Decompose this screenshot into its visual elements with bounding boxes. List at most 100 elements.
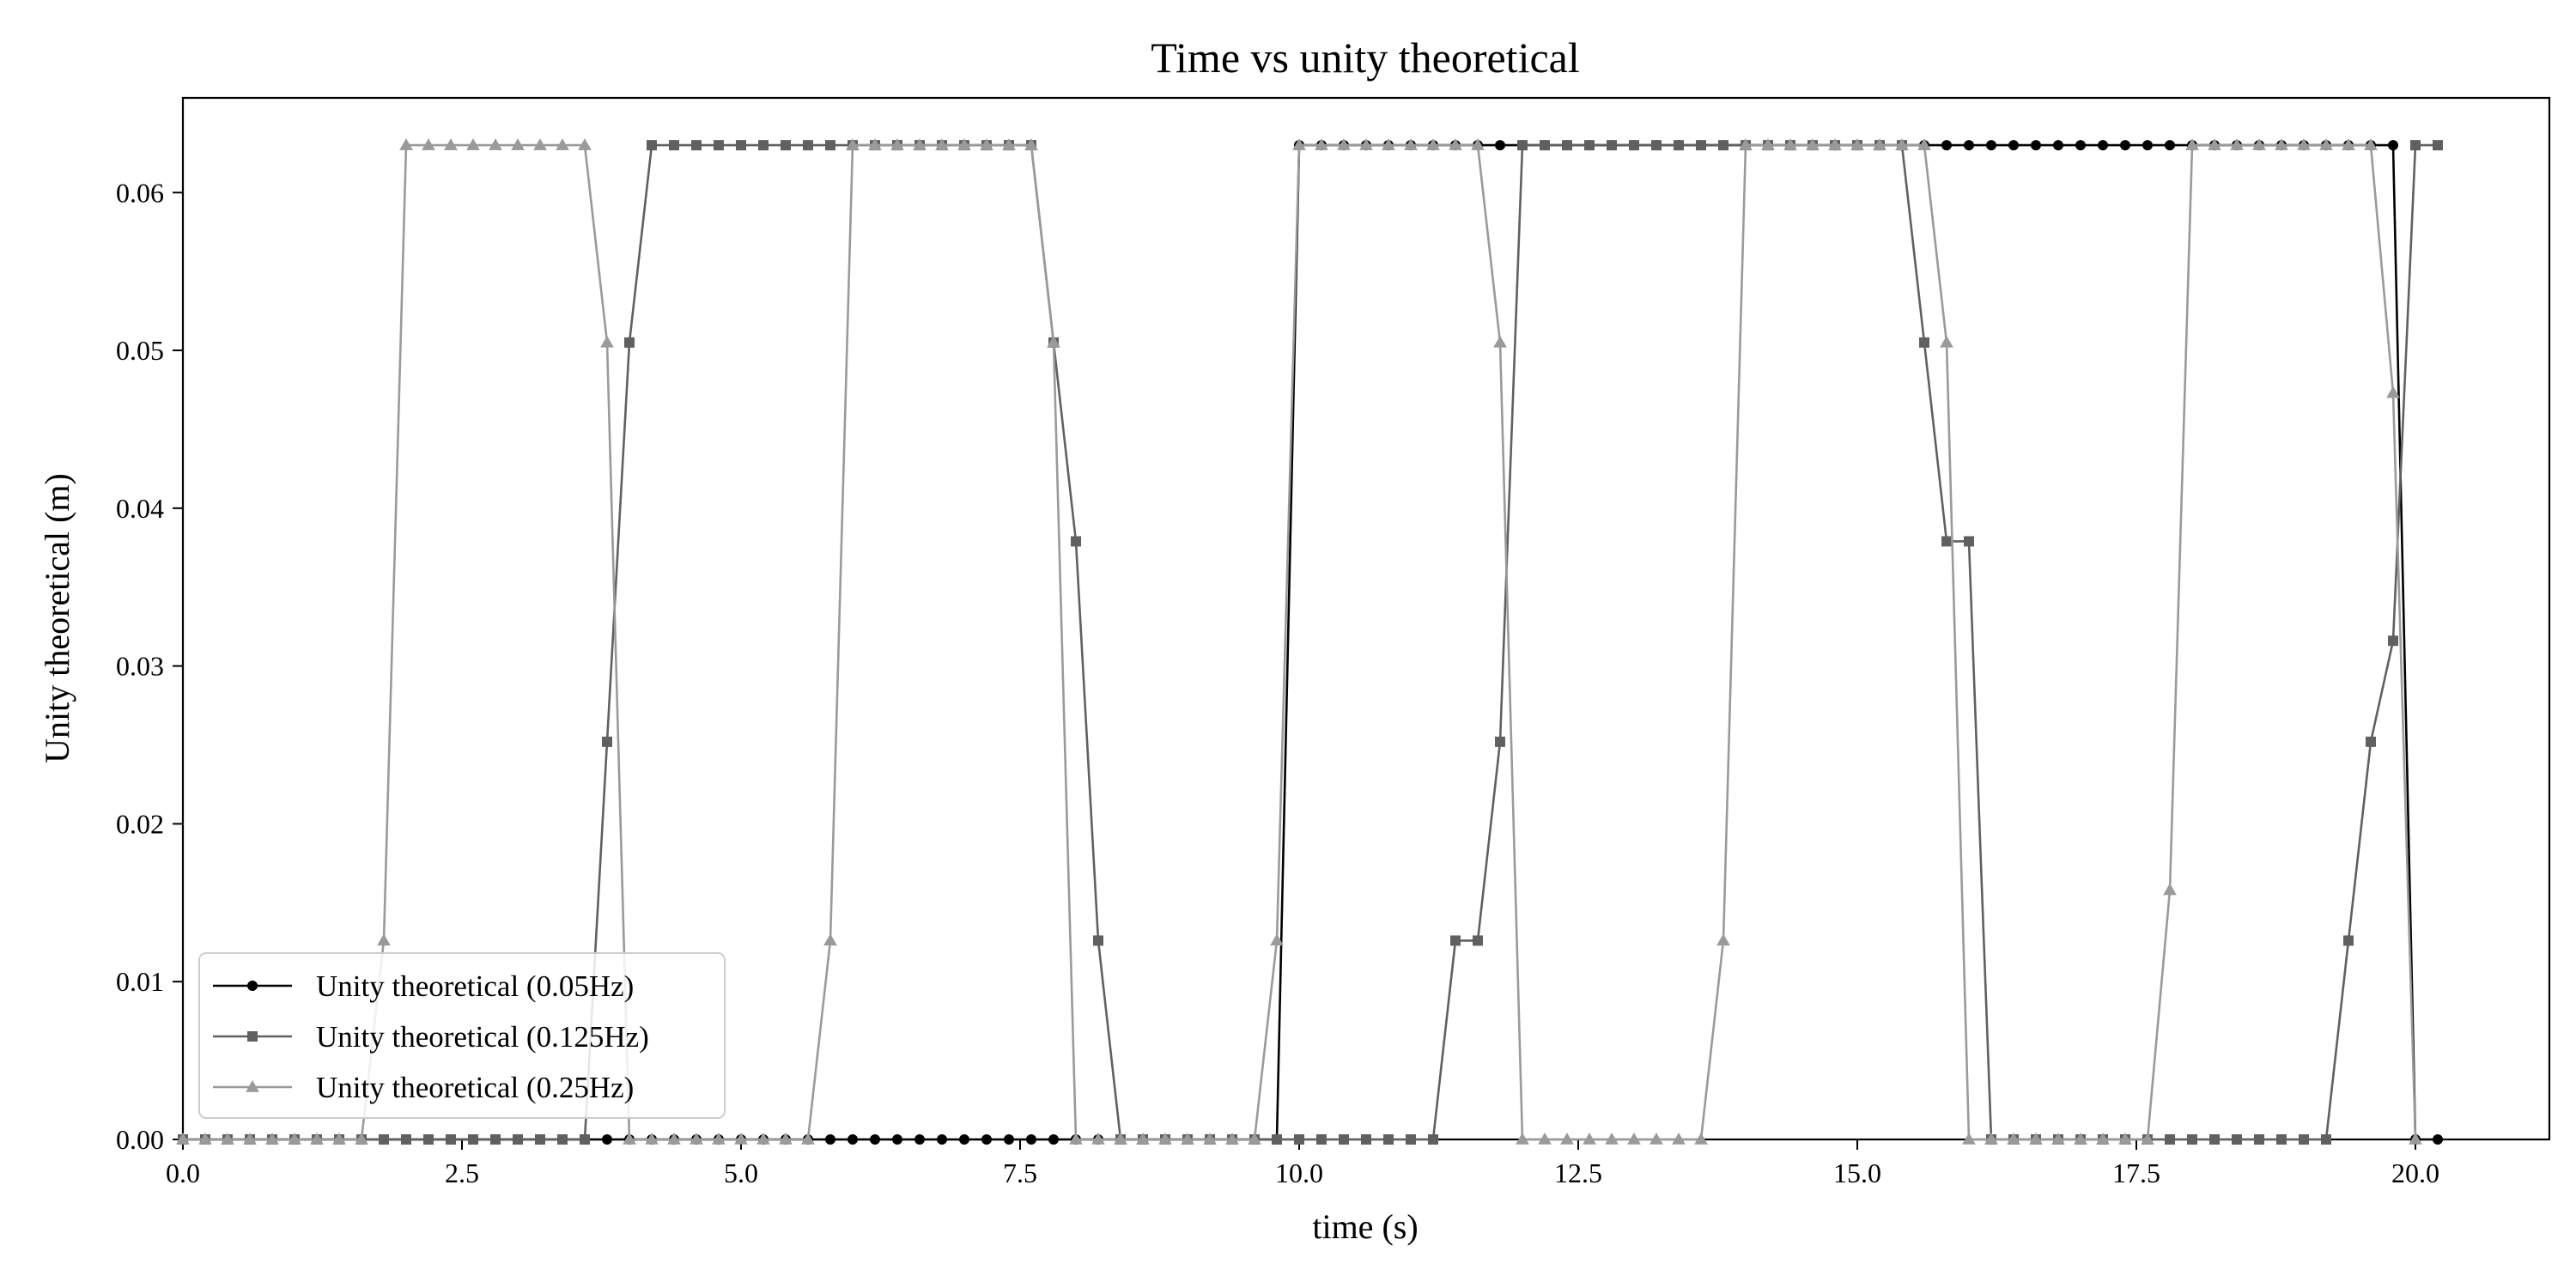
data-point	[1181, 1132, 1194, 1145]
data-point	[1471, 138, 1485, 150]
data-point	[1002, 138, 1016, 150]
data-point	[803, 140, 813, 151]
data-point	[1986, 140, 1996, 151]
data-point	[401, 1134, 411, 1145]
data-point	[490, 1134, 501, 1145]
data-point	[602, 1134, 612, 1145]
x-tick-label: 7.5	[1003, 1157, 1037, 1188]
data-point	[2409, 1132, 2422, 1145]
data-point	[468, 1134, 478, 1145]
legend-label: Unity theoretical (0.05Hz)	[316, 969, 634, 1003]
data-point	[1339, 1134, 1349, 1145]
data-point	[848, 1134, 858, 1145]
y-tick-label: 0.04	[116, 493, 164, 524]
data-point	[868, 138, 882, 150]
series-3	[176, 138, 2422, 1145]
data-point	[647, 140, 657, 151]
data-point	[2187, 1134, 2197, 1145]
data-point	[980, 138, 993, 150]
data-point	[1605, 1132, 1619, 1145]
data-point	[1917, 138, 1931, 150]
data-point	[1292, 138, 1306, 150]
data-point	[1225, 1132, 1239, 1145]
data-point	[2141, 1132, 2154, 1145]
data-point	[1627, 1132, 1641, 1145]
data-point	[892, 1134, 902, 1145]
data-point	[1694, 1132, 1708, 1145]
data-point	[288, 1132, 301, 1145]
data-point	[1873, 138, 1886, 150]
y-axis: 0.00 0.01 0.02 0.03 0.04 0.05 0.06	[116, 177, 183, 1155]
data-point	[2075, 140, 2086, 151]
data-point	[935, 138, 949, 150]
data-point	[2029, 1132, 2043, 1145]
series-layer	[176, 138, 2443, 1145]
data-point	[801, 1132, 815, 1145]
data-point	[1337, 138, 1351, 150]
data-point	[1516, 1132, 1529, 1145]
data-point	[624, 337, 635, 348]
x-tick-label: 12.5	[1554, 1157, 1602, 1188]
data-point	[1941, 536, 1952, 547]
data-point	[1136, 1132, 1150, 1145]
data-point	[825, 140, 835, 151]
data-point	[602, 736, 612, 747]
data-point	[1649, 1132, 1663, 1145]
data-point	[533, 138, 547, 150]
data-point	[1069, 1132, 1083, 1145]
data-point	[623, 1132, 636, 1145]
x-tick-label: 17.5	[2112, 1157, 2160, 1188]
data-point	[600, 335, 614, 348]
data-point	[513, 1134, 523, 1145]
data-point	[2252, 138, 2266, 150]
data-point	[2433, 140, 2443, 151]
data-point	[243, 1132, 257, 1145]
data-point	[758, 140, 769, 151]
data-point	[691, 140, 702, 151]
data-point	[1850, 138, 1864, 150]
data-point	[489, 138, 502, 150]
data-point	[1538, 1132, 1552, 1145]
data-point	[2165, 1134, 2175, 1145]
data-point	[937, 1134, 947, 1145]
x-tick-label: 15.0	[1833, 1157, 1881, 1188]
data-point	[444, 138, 458, 150]
data-point	[2297, 138, 2311, 150]
y-tick-label: 0.03	[116, 651, 164, 682]
data-point	[1651, 140, 1662, 151]
data-point	[556, 138, 569, 150]
data-point	[422, 138, 435, 150]
data-point	[959, 1134, 969, 1145]
data-point	[2388, 140, 2398, 151]
data-point	[2342, 138, 2355, 150]
data-point	[1093, 935, 1103, 946]
data-point	[1361, 1134, 1371, 1145]
data-point	[221, 1132, 234, 1145]
data-point	[1026, 1134, 1036, 1145]
data-point	[734, 1132, 748, 1145]
data-point	[1761, 138, 1775, 150]
data-point	[1739, 138, 1753, 150]
data-point	[1940, 335, 1953, 348]
data-point	[2209, 1134, 2220, 1145]
x-tick-label: 0.0	[166, 1157, 200, 1188]
data-point	[1629, 140, 1639, 151]
data-point	[1783, 138, 1797, 150]
data-point	[2254, 1134, 2264, 1145]
data-point	[265, 1132, 279, 1145]
data-point	[2118, 1132, 2132, 1145]
data-point	[2364, 138, 2378, 150]
x-axis-label: time (s)	[1312, 1207, 1418, 1246]
data-point	[2299, 1134, 2309, 1145]
legend-label: Unity theoretical (0.25Hz)	[316, 1071, 634, 1104]
data-point	[2433, 1134, 2443, 1145]
data-point	[2343, 935, 2354, 946]
data-point	[870, 1134, 880, 1145]
data-point	[913, 138, 927, 150]
data-point	[823, 933, 837, 946]
data-point	[1272, 1134, 1282, 1145]
data-point	[1294, 1134, 1304, 1145]
data-point	[2275, 138, 2288, 150]
data-point	[981, 1134, 992, 1145]
